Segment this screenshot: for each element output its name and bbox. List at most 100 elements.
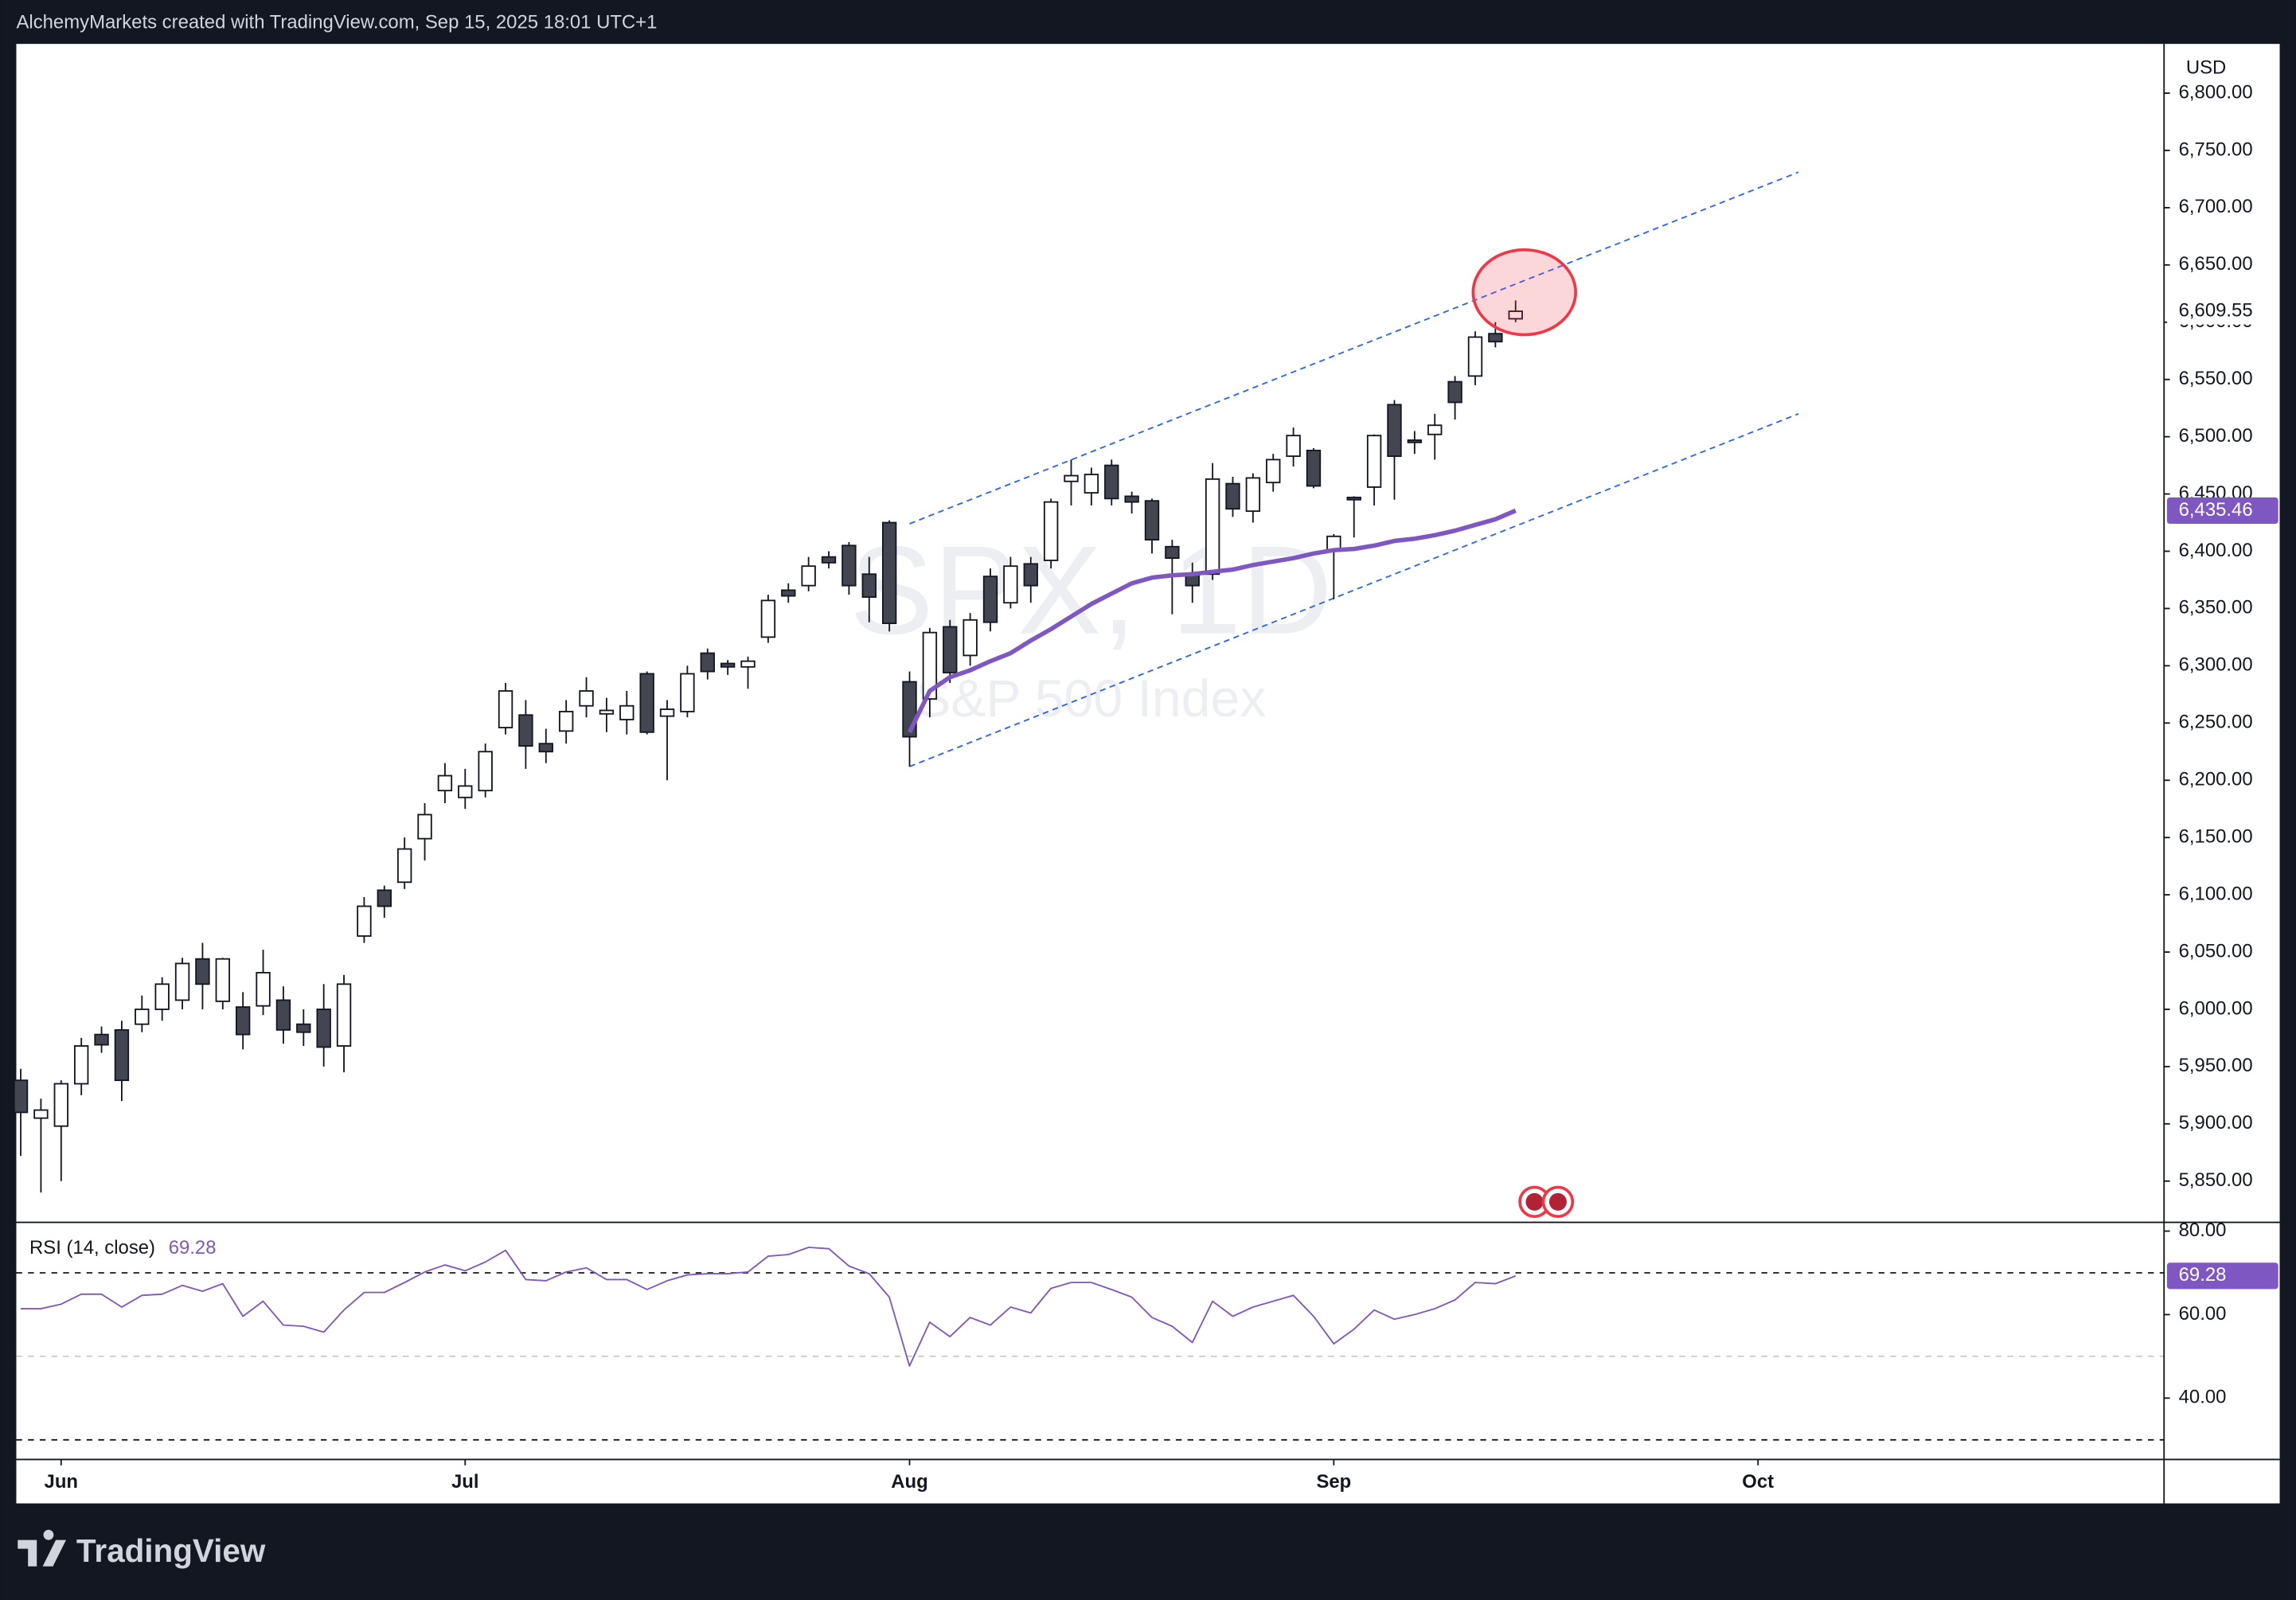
candle-body — [94, 1033, 109, 1046]
candle-body — [1306, 449, 1322, 487]
candle-body — [1488, 333, 1503, 343]
candle-body — [1165, 545, 1180, 560]
candle-body — [518, 714, 533, 747]
x-tick-label: Sep — [1316, 1471, 1351, 1493]
candle-body — [619, 704, 635, 720]
candle-body — [982, 576, 998, 623]
price-badge-label: 6,609.55 — [2179, 299, 2253, 321]
x-tick-label: Jun — [45, 1471, 78, 1493]
x-tick-label: Oct — [1742, 1471, 1774, 1493]
candle-body — [639, 673, 654, 733]
candle-body — [478, 751, 493, 792]
rsi-y-tick-label: 80.00 — [2179, 1220, 2227, 1241]
candle-body — [336, 983, 352, 1047]
rsi-y-tick-label: 60.00 — [2179, 1303, 2227, 1325]
candle-body — [861, 573, 877, 598]
y-tick-label: 5,950.00 — [2179, 1055, 2253, 1076]
chart-panel — [16, 44, 2280, 1504]
candle-body — [1225, 482, 1240, 510]
candle-body — [195, 958, 210, 985]
moving-average — [907, 508, 1517, 734]
y-tick-label: 6,150.00 — [2179, 825, 2253, 847]
candle-body — [1387, 404, 1402, 458]
currency: USD — [2186, 57, 2226, 79]
candle-body — [801, 565, 816, 587]
candle-body — [538, 743, 553, 753]
candle-body — [33, 1109, 49, 1119]
candle-body — [53, 1083, 68, 1127]
y-tick-label: 6,250.00 — [2179, 712, 2253, 733]
axes: 5,850.00 5,900.00 5,950.00 6,000.00 6,050.00… — [45, 81, 2253, 1493]
candle-body — [275, 999, 291, 1031]
candle-body — [700, 652, 715, 673]
event-flags — [1518, 1185, 1575, 1219]
candle-body — [1064, 474, 1079, 482]
candle-body — [13, 1079, 29, 1114]
candle-body — [1084, 474, 1099, 494]
candle-body — [1407, 439, 1423, 443]
candle-body — [881, 521, 897, 625]
candle-body — [114, 1028, 130, 1082]
candle-body — [135, 1009, 150, 1025]
candle-body — [558, 710, 574, 732]
candle-body — [659, 708, 675, 717]
candle-body — [599, 709, 615, 715]
price-badge — [2166, 298, 2278, 325]
candle-body — [357, 905, 372, 937]
rsi-y-tick-label: 40.00 — [2179, 1387, 2227, 1408]
logo-mark — [18, 1529, 66, 1567]
candle-body — [458, 785, 473, 798]
y-tick-label: 5,900.00 — [2179, 1112, 2253, 1134]
y-tick-label: 6,050.00 — [2179, 940, 2253, 962]
candle-body — [1245, 477, 1261, 513]
y-tick-label: 6,100.00 — [2179, 883, 2253, 904]
candle-body — [943, 626, 958, 673]
candle-body — [174, 962, 190, 1001]
brand-logo: TradingView — [18, 1529, 266, 1569]
watermark-symbol: SPX, 1D — [849, 520, 1332, 661]
y-tick-label: 6,000.00 — [2179, 997, 2253, 1019]
candle-body — [1366, 435, 1382, 488]
y-tick-label: 6,400.00 — [2179, 540, 2253, 561]
flag — [1548, 1192, 1567, 1211]
candle-body — [1124, 495, 1139, 503]
candle-body — [396, 848, 412, 884]
x-tick-label: Jul — [451, 1471, 479, 1493]
candle-body — [417, 814, 432, 840]
candle-body — [154, 983, 170, 1010]
candle-body — [437, 775, 453, 792]
candle-body — [1447, 380, 1462, 404]
candle-body — [760, 599, 776, 638]
candle-body — [781, 589, 796, 597]
candle-body — [215, 958, 230, 1002]
brand: TradingView — [76, 1532, 266, 1569]
candle-body — [841, 544, 857, 587]
candle-body — [963, 619, 978, 657]
candle-body — [316, 1009, 331, 1048]
candle-body — [296, 1023, 311, 1033]
highlight-circle — [1471, 248, 1577, 337]
y-tick-label: 6,350.00 — [2179, 597, 2253, 619]
flag — [1525, 1192, 1544, 1211]
y-tick-label: 6,750.00 — [2179, 139, 2253, 160]
y-tick-label: 6,550.00 — [2179, 368, 2253, 389]
candle-body — [235, 1006, 251, 1036]
y-tick-label: 6,300.00 — [2179, 654, 2253, 676]
rsi-label: RSI (14, close) — [29, 1237, 155, 1259]
candle-body — [1003, 565, 1018, 604]
y-tick-label: 6,200.00 — [2179, 769, 2253, 790]
candle-body — [1043, 501, 1059, 561]
y-tick-label: 5,850.00 — [2179, 1169, 2253, 1191]
y-tick-label: 6,650.00 — [2179, 253, 2253, 275]
candle-body — [256, 971, 271, 1007]
candle-body — [922, 631, 938, 700]
candle-body — [1427, 424, 1443, 435]
candle-body — [680, 673, 695, 712]
candle-body — [1023, 563, 1038, 587]
candle-body — [1286, 435, 1301, 458]
header: AlchemyMarkets created with TradingView.… — [16, 12, 657, 33]
candle-body — [720, 662, 736, 668]
y-tick-label: 6,500.00 — [2179, 425, 2253, 447]
watermark-name: S&P 500 Index — [916, 669, 1266, 728]
